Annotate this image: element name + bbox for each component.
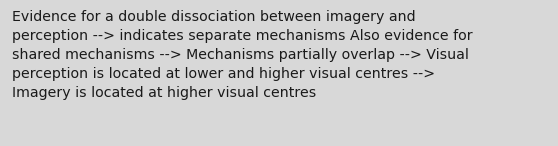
Text: Evidence for a double dissociation between imagery and
perception --> indicates : Evidence for a double dissociation betwe… xyxy=(12,10,473,100)
